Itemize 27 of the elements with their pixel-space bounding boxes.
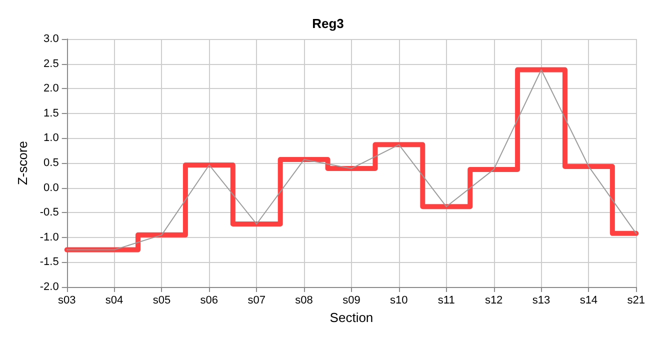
x-tick-label: s11 — [438, 294, 455, 306]
y-tick-label: 2.5 — [44, 58, 59, 70]
y-tick-label: -1.0 — [40, 231, 59, 244]
x-tick-label: s10 — [390, 294, 408, 306]
y-tick-label: -0.5 — [40, 206, 59, 219]
x-tick-label: s12 — [484, 294, 503, 306]
x-tick-label: s05 — [152, 294, 171, 306]
x-tick-label: s21 — [627, 294, 646, 306]
x-tick-label: s13 — [532, 294, 550, 306]
x-tick-label: s14 — [580, 294, 598, 306]
y-tick-label: 2.0 — [44, 82, 59, 95]
x-tick-label: s07 — [248, 294, 266, 306]
y-tick-label: 0.0 — [44, 182, 59, 194]
x-tick-label: s03 — [58, 294, 76, 306]
x-tick-label: s09 — [342, 294, 360, 306]
y-axis-title: Z-score — [15, 140, 30, 186]
chart-title: Reg3 — [312, 16, 344, 31]
x-tick-label: s06 — [200, 294, 218, 306]
x-tick-label: s04 — [105, 294, 124, 306]
y-tick-label: 0.5 — [44, 157, 59, 169]
y-tick-label: -1.5 — [40, 256, 59, 268]
y-tick-label: 3.0 — [44, 33, 59, 45]
y-tick-label: 1.5 — [44, 107, 59, 120]
y-tick-label: -2.0 — [40, 281, 59, 293]
x-axis-title: Section — [330, 310, 374, 325]
y-tick-label: 1.0 — [44, 132, 59, 144]
x-tick-label: s08 — [295, 294, 313, 306]
